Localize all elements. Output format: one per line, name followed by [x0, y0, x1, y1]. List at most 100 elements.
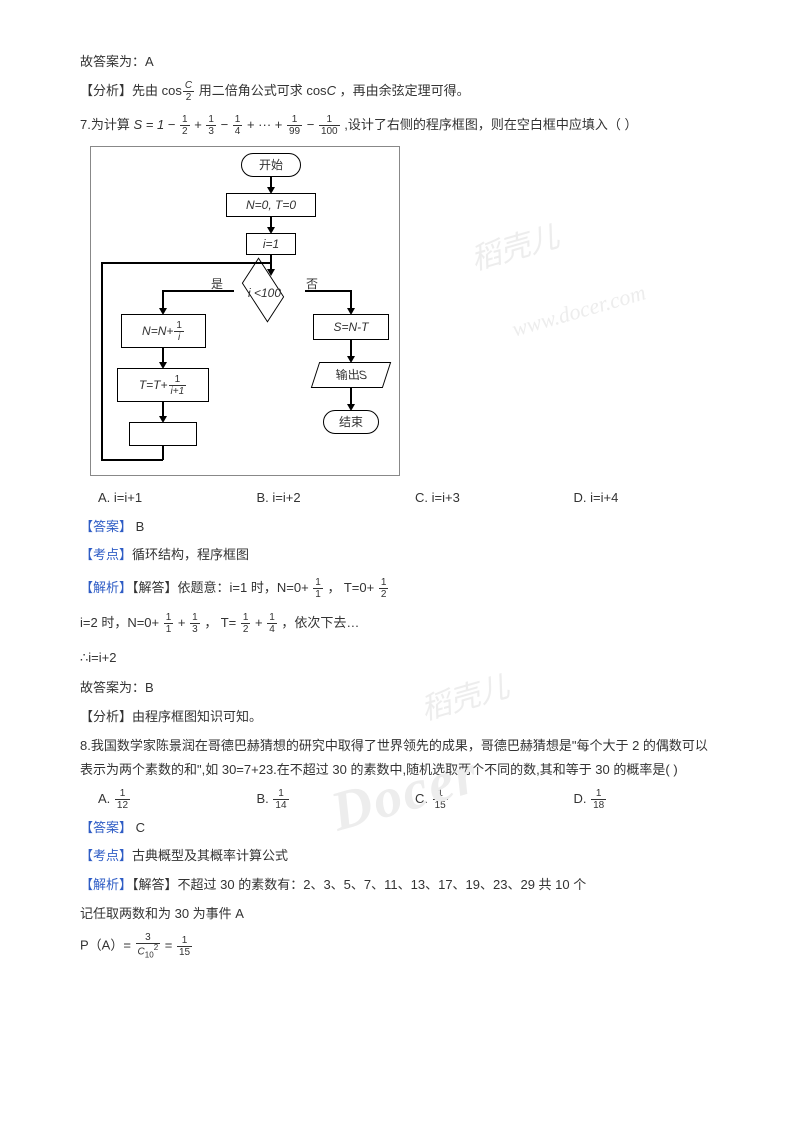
fc-N-pre: N=N+: [142, 320, 173, 343]
c-sub: 10: [145, 951, 154, 960]
q6-cosC: C: [327, 83, 336, 98]
fc-blank-box: [129, 422, 197, 446]
frac-num: 1: [433, 788, 448, 800]
frac-num: 1: [273, 788, 288, 800]
frac: 114: [273, 788, 288, 811]
watermark-logo-1: 稻壳儿: [464, 209, 566, 289]
frac-den: 3: [206, 126, 216, 137]
fc-line: [101, 262, 270, 264]
q7-stem2: ,设计了右侧的程序框图，则在空白框中应填入（ ）: [341, 117, 638, 132]
jieda-label: 【解答】: [132, 877, 178, 892]
jieda-label: 【解答】: [132, 580, 178, 595]
fc-box-T: T=T+1i+1: [117, 368, 209, 402]
frac-den: i+1: [169, 386, 187, 397]
fc-output: 输出S: [311, 362, 391, 388]
frac-den: 12: [115, 800, 130, 811]
q7-options: A. i=i+1 B. i=i+2 C. i=i+3 D. i=i+4: [98, 486, 732, 511]
frac-num: 1: [233, 114, 243, 126]
q8-sol3a: P（A）=: [80, 938, 135, 953]
q7-kaodian: 【考点】循环结构，程序框图: [80, 543, 714, 568]
q8-stem: 8.我国数学家陈景润在哥德巴赫猜想的研究中取得了世界领先的成果，哥德巴赫猜想是"…: [80, 734, 714, 783]
frac-num: 1: [267, 612, 277, 624]
frac-num: 1: [169, 374, 187, 386]
fc-line: [101, 262, 103, 460]
frac-den: 2: [241, 624, 251, 635]
q8-answer: 【答案】 C: [80, 816, 714, 841]
frac-den: 2: [180, 126, 190, 137]
q7-sol2d: +: [251, 615, 266, 630]
fc-line: [162, 290, 234, 292]
frac-den: C102: [136, 944, 161, 960]
frac-den: 100: [319, 126, 340, 137]
q6-analysis-text2: 用二倍角公式可求 cos: [195, 83, 326, 98]
fc-yes-label: 是: [211, 273, 223, 296]
q7-term-3: 14: [233, 114, 243, 137]
q7-fenxi-text: 由程序框图知识可知。: [132, 709, 262, 724]
frac: 118: [591, 788, 606, 811]
frac: 115: [177, 935, 192, 958]
q8-option-a: A. 112: [98, 787, 257, 812]
q6-analysis-text3: ，再由余弦定理可得。: [336, 83, 470, 98]
frac-num: 1: [206, 114, 216, 126]
q8-sol1: 【解析】【解答】不超过 30 的素数有：2、3、5、7、11、13、17、19、…: [80, 873, 714, 898]
q7-answer-val: B: [132, 519, 144, 534]
analysis-label: 【分析】: [80, 83, 132, 98]
frac-num: 1: [180, 114, 190, 126]
fc-start: 开始: [241, 153, 301, 177]
frac-num: 1: [379, 577, 389, 589]
q7-sol2e: ，依次下去…: [278, 615, 360, 630]
frac: 115: [433, 788, 448, 811]
q7-answer: 【答案】 B: [80, 515, 714, 540]
q7-stem1: 为计算: [91, 117, 134, 132]
q7-option-c: C. i=i+3: [415, 486, 574, 511]
q8-sol1-text: 不超过 30 的素数有：2、3、5、7、11、13、17、19、23、29 共 …: [178, 877, 587, 892]
q7-sol2c: ， T=: [201, 615, 240, 630]
frac: 13: [190, 612, 200, 635]
q8-options: A. 112 B. 114 C. 115 D. 118: [98, 787, 732, 812]
frac-den: 2: [183, 92, 194, 103]
opt-label: D.: [574, 791, 591, 806]
q8-kaodian: 【考点】古典概型及其概率计算公式: [80, 844, 714, 869]
frac-num: 1: [115, 788, 130, 800]
opt-label: C.: [415, 791, 432, 806]
frac-num: C: [183, 80, 194, 92]
fc-i1: i=1: [246, 233, 296, 255]
frac-num: 1: [164, 612, 174, 624]
fc-N-frac: 1i: [174, 320, 184, 343]
q7-sol-line4: 故答案为：B: [80, 676, 714, 701]
q7-option-b: B. i=i+2: [257, 486, 416, 511]
frac-den: 2: [379, 589, 389, 600]
q7-sol2b: +: [174, 615, 189, 630]
kaodian-label: 【考点】: [80, 547, 132, 562]
q7-sol-line3: ∴i=i+2: [80, 646, 714, 671]
frac-num: 1: [241, 612, 251, 624]
q7-term-4: 199: [287, 114, 302, 137]
frac-num: 1: [313, 577, 323, 589]
q7-kaodian-text: 循环结构，程序框图: [132, 547, 249, 562]
frac-den: 15: [433, 800, 448, 811]
q7-term-1: 12: [180, 114, 190, 137]
q7-S-eq: S = 1 −: [133, 117, 179, 132]
q7-sol1a: 依题意：i=1 时，N=0+: [178, 580, 313, 595]
q6-cos-frac: C2: [183, 80, 194, 103]
frac-num: 1: [177, 935, 192, 947]
frac-den: 15: [177, 947, 192, 958]
frac-den: 4: [233, 126, 243, 137]
fc-line: [350, 290, 352, 310]
frac-den: 4: [267, 624, 277, 635]
q7-fenxi: 【分析】由程序框图知识可知。: [80, 705, 714, 730]
q8-option-d: D. 118: [574, 787, 733, 812]
q8-option-c: C. 115: [415, 787, 574, 812]
watermark-url-1: www.docer.com: [507, 272, 651, 350]
fc-end: 结束: [323, 410, 379, 434]
jiexi-label: 【解析】: [80, 877, 132, 892]
fc-line: [162, 446, 164, 460]
fenxi-label: 【分析】: [80, 709, 132, 724]
c-sup: 2: [154, 943, 158, 952]
frac-den: 14: [273, 800, 288, 811]
q7-sol-line1: 【解析】【解答】依题意：i=1 时，N=0+ 11 ， T=0+ 12: [80, 576, 714, 601]
frac-num: 1: [174, 320, 184, 332]
frac-den: 1: [164, 624, 174, 635]
frac-den: 99: [287, 126, 302, 137]
c-symbol: C: [138, 947, 145, 958]
